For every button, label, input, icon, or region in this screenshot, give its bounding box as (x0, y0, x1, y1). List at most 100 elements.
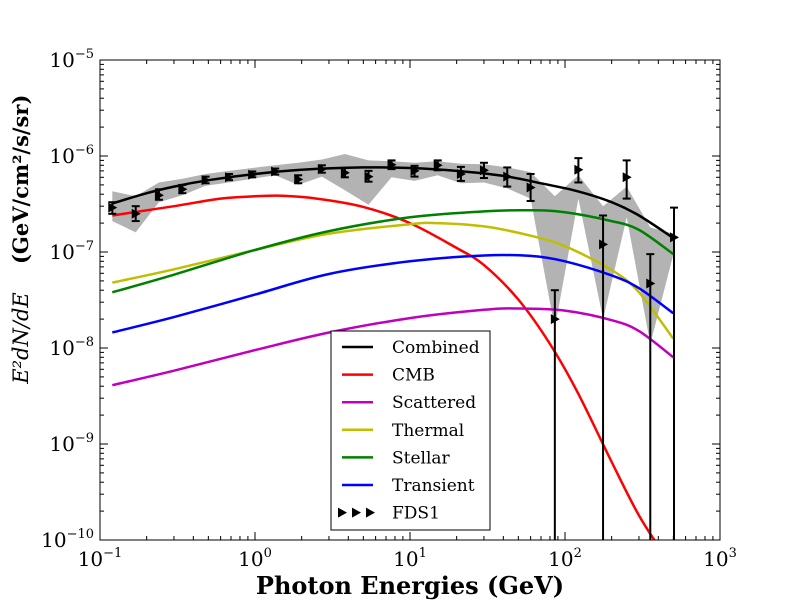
data-point (225, 172, 235, 183)
x-tick-base: 10 (393, 547, 418, 571)
y-tick-label: 10−6 (49, 143, 94, 168)
triangle-right-marker (364, 171, 374, 182)
triangle-right-marker (108, 202, 118, 213)
data-point (550, 289, 560, 540)
triangle-right-marker (410, 165, 420, 176)
y-axis-title: E²dN/dE (GeV/cm²/s/sr) (8, 95, 33, 385)
legend-label-combined: Combined (392, 338, 480, 358)
data-point (340, 166, 350, 179)
legend-label-cmb: CMB (392, 366, 435, 386)
triangle-right-marker (599, 239, 609, 250)
data-point (433, 159, 443, 172)
data-point (178, 183, 188, 195)
x-tick-base: 10 (548, 547, 573, 571)
x-tick-label: 102 (548, 546, 582, 571)
y-tick-base: 10 (49, 144, 74, 168)
data-point (479, 161, 489, 179)
y-axis-title-math: E²dN/dE (9, 292, 33, 384)
data-point (317, 164, 327, 175)
y-tick-exponent: −6 (75, 143, 94, 158)
x-axis-title: Photon Energies (GeV) (256, 571, 564, 600)
y-tick-base: 10 (49, 48, 74, 72)
data-point (364, 169, 374, 183)
x-tick-label: 100 (238, 546, 272, 571)
legend-label-transient: Transient (392, 476, 475, 496)
y-tick-base: 10 (49, 240, 74, 264)
triangle-right-marker (225, 172, 235, 183)
x-tick-exponent: 0 (264, 546, 272, 561)
triangle-right-marker (456, 168, 466, 179)
data-point (154, 188, 164, 201)
triangle-right-marker (433, 160, 443, 171)
data-point (294, 174, 304, 185)
legend-marker-triangle (338, 507, 347, 518)
data-point (646, 253, 656, 540)
y-tick-base: 10 (49, 336, 74, 360)
triangle-right-marker (503, 171, 513, 182)
y-axis-title-units: (GeV/cm²/s/sr) (8, 95, 33, 264)
legend-marker-triangle (366, 507, 375, 518)
y-tick-label: 10−9 (49, 431, 94, 456)
triangle-right-marker (248, 169, 258, 180)
data-point (201, 175, 211, 186)
legend-label-fds1: FDS1 (392, 504, 440, 524)
series-line-scattered (112, 307, 675, 387)
y-tick-base: 10 (49, 432, 74, 456)
y-tick-label: 10−5 (49, 47, 94, 72)
y-tick-base: 10 (41, 528, 66, 552)
x-tick-exponent: 2 (574, 546, 582, 561)
data-point (622, 159, 632, 200)
legend-label-stellar: Stellar (392, 448, 451, 468)
y-tick-label: 10−8 (49, 335, 94, 360)
triangle-right-marker (387, 159, 397, 170)
data-point (248, 169, 258, 180)
triangle-right-marker (154, 190, 164, 201)
data-point (108, 201, 118, 215)
series-line-stellar (111, 208, 675, 294)
y-tick-label: 10−7 (49, 239, 94, 264)
data-point (456, 165, 466, 182)
triangle-right-marker (479, 165, 489, 176)
data-point (271, 166, 281, 177)
x-tick-exponent: 1 (419, 546, 427, 561)
x-tick-exponent: 3 (729, 546, 737, 561)
fds1-data-points (108, 157, 680, 540)
triangle-right-marker (526, 182, 536, 193)
triangle-right-marker (317, 164, 327, 175)
data-point (526, 172, 536, 202)
y-tick-exponent: −5 (75, 47, 94, 62)
data-point (670, 206, 680, 540)
series-line-cmb (112, 194, 656, 540)
data-point (503, 166, 513, 188)
legend-label-scattered: Scattered (392, 393, 476, 413)
data-point (574, 157, 584, 184)
triangle-right-marker (131, 208, 141, 219)
series-line-transient (111, 253, 675, 334)
triangle-right-marker (294, 174, 304, 185)
triangle-right-marker (178, 184, 188, 195)
x-tick-label: 101 (393, 546, 427, 571)
y-tick-label: 10−10 (41, 527, 94, 552)
axis-ticks: 10−1 100 101 102 10310−1010−910−810−710−610−… (41, 47, 737, 571)
data-point (387, 159, 397, 171)
x-tick-base: 10 (78, 547, 103, 571)
y-tick-exponent: −9 (75, 431, 94, 446)
legend-label-thermal: Thermal (392, 421, 464, 441)
triangle-right-marker (646, 278, 656, 289)
triangle-right-marker (622, 172, 632, 183)
x-tick-base: 10 (238, 547, 263, 571)
triangle-right-marker (574, 164, 584, 175)
legend-marker-triangle (352, 507, 361, 518)
y-tick-exponent: −7 (75, 239, 94, 254)
x-tick-exponent: −1 (103, 546, 122, 561)
y-tick-exponent: −8 (75, 335, 94, 350)
x-tick-label: 10−1 (78, 546, 123, 571)
data-point (131, 205, 141, 223)
data-point (599, 214, 609, 540)
y-tick-exponent: −10 (67, 527, 94, 542)
triangle-right-marker (271, 166, 281, 177)
triangle-right-marker (550, 314, 560, 325)
triangle-right-marker (670, 232, 680, 243)
data-point (410, 164, 420, 178)
